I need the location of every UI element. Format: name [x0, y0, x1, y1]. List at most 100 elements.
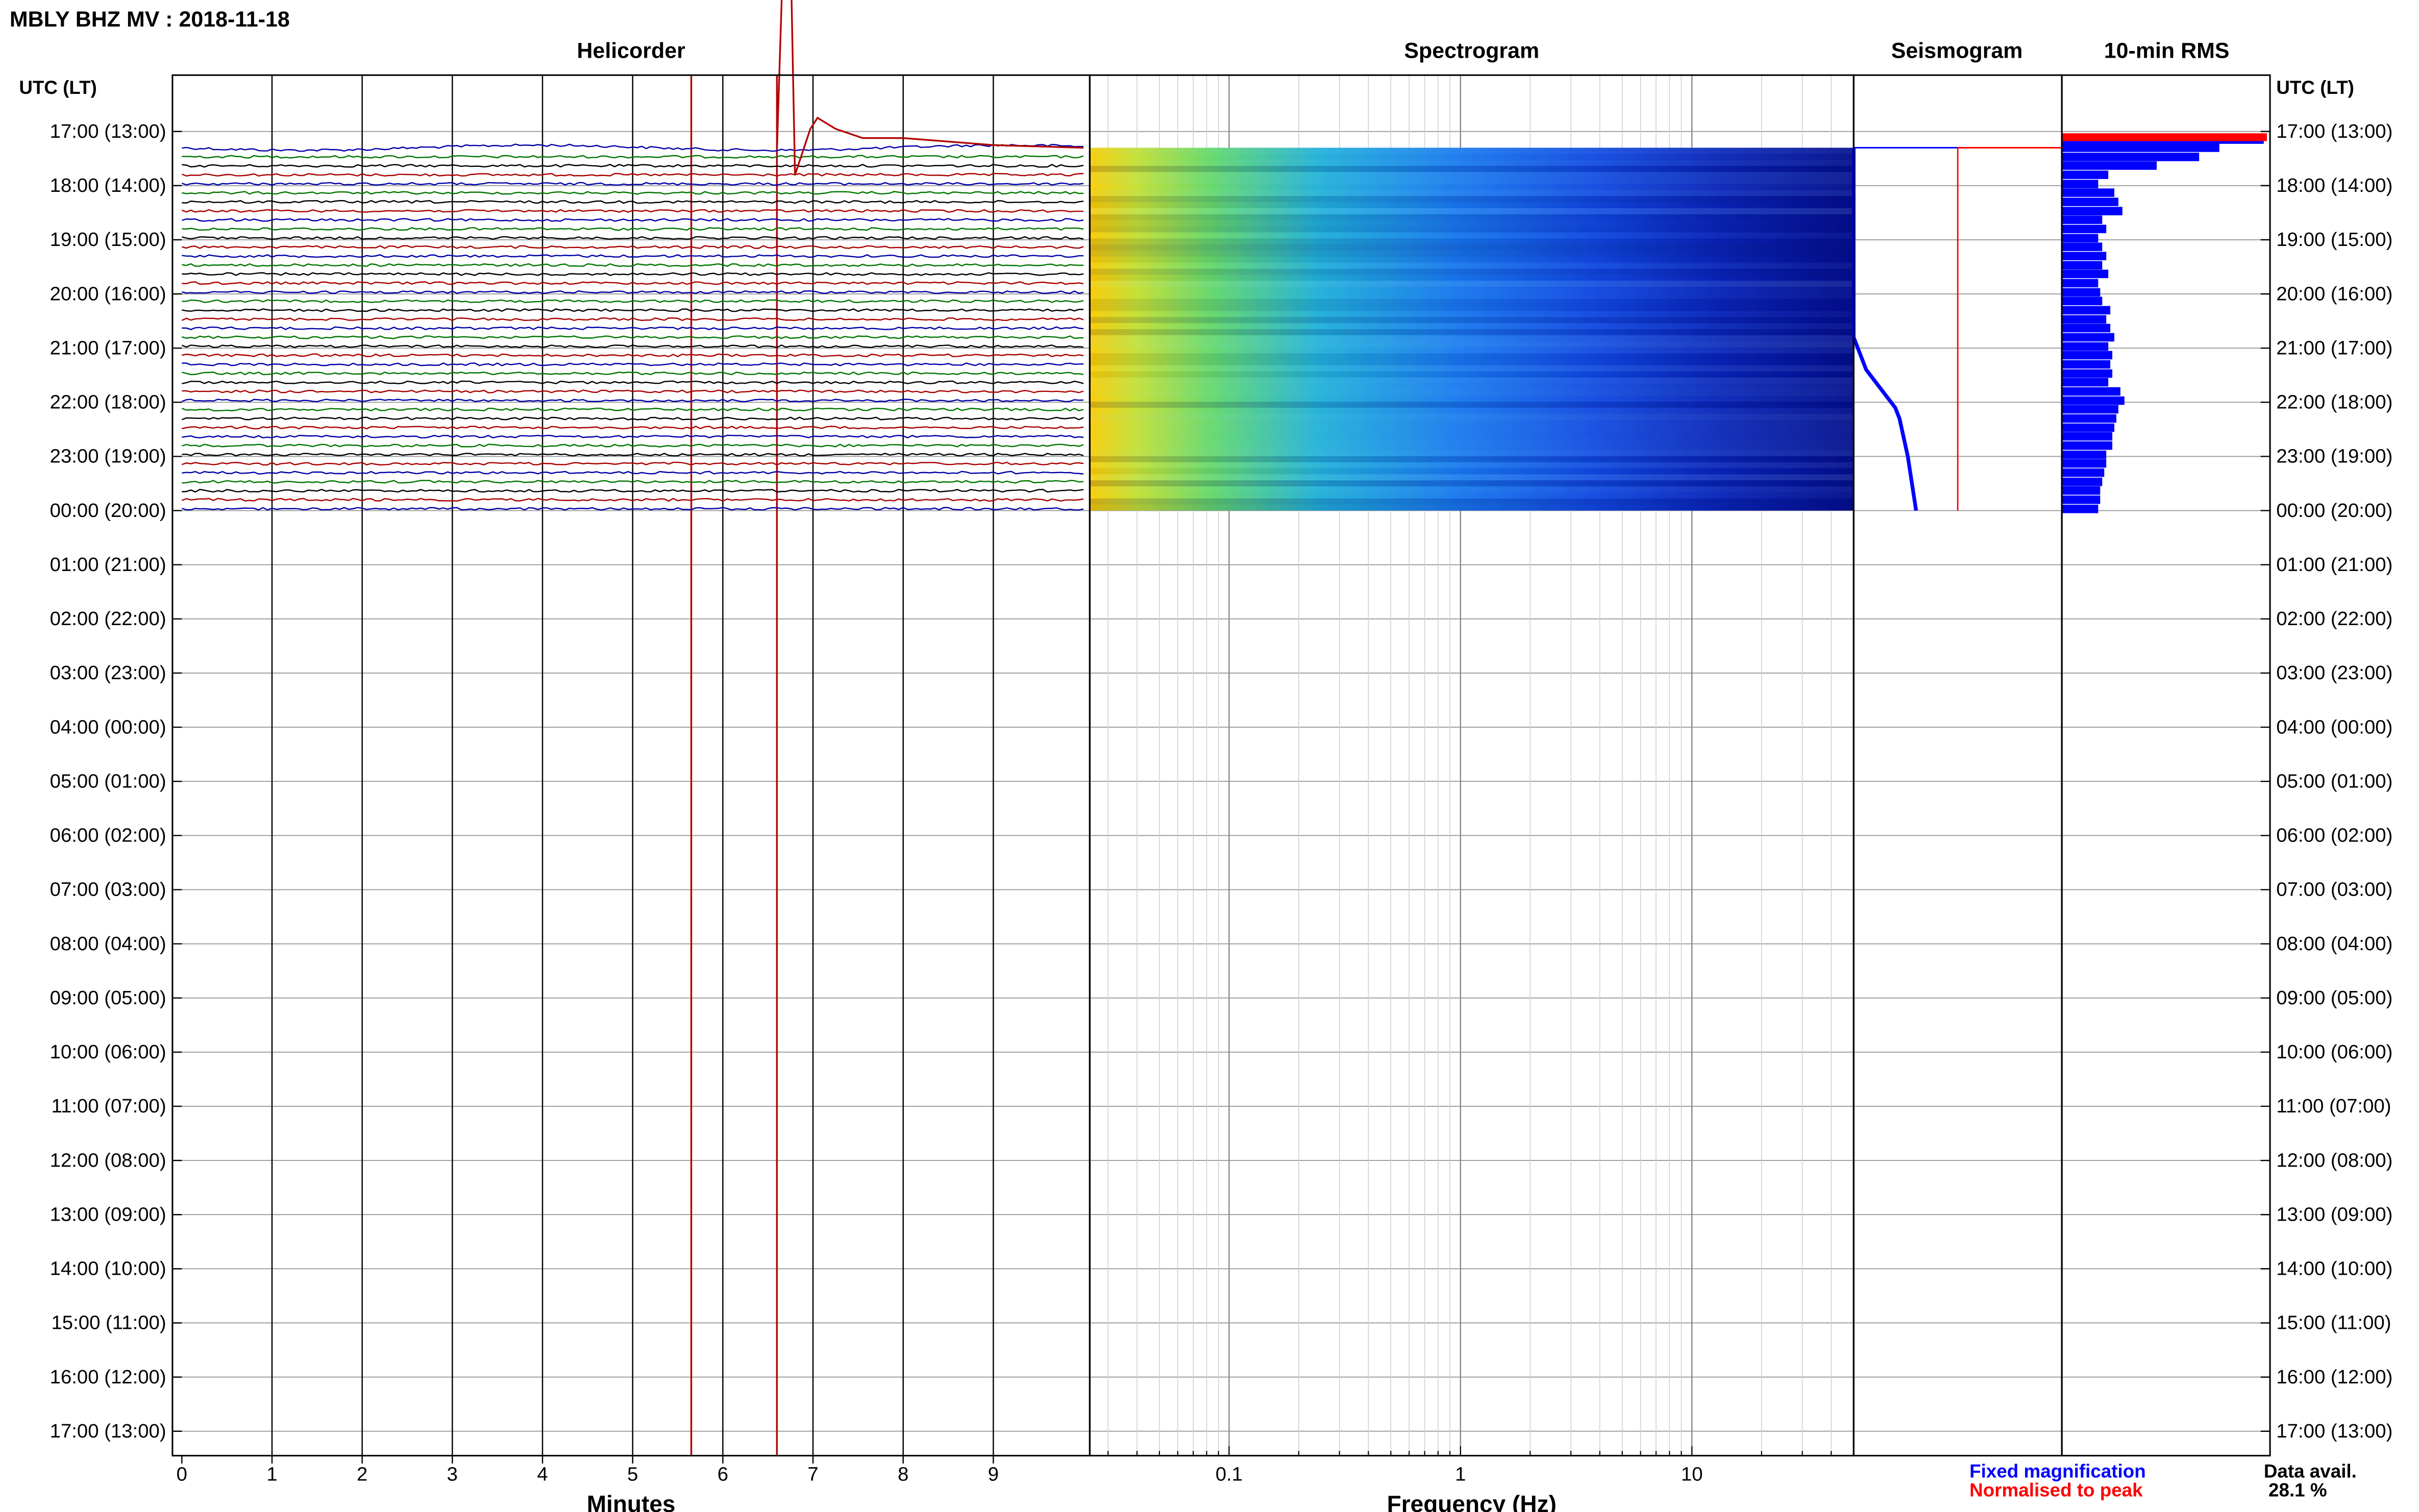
- rms-title: 10-min RMS: [2104, 38, 2230, 63]
- helicorder-trace: [182, 254, 1084, 258]
- time-tick-label-right: 23:00 (19:00): [2276, 445, 2392, 467]
- time-tick-label-left: 10:00 (06:00): [50, 1041, 166, 1063]
- spectrogram-row: [1090, 492, 1854, 499]
- time-axis-label-right: UTC (LT): [2276, 77, 2354, 98]
- time-tick-label-left: 09:00 (05:00): [50, 987, 166, 1009]
- data-avail-label: Data avail.: [2264, 1461, 2357, 1482]
- time-tick-label-right: 01:00 (21:00): [2276, 554, 2392, 576]
- spectrogram-row: [1090, 462, 1854, 468]
- helicorder-trace: [182, 272, 1084, 276]
- helicorder-trace: [182, 453, 1084, 457]
- time-tick-label-left: 21:00 (17:00): [50, 337, 166, 359]
- spectrogram-row: [1090, 268, 1854, 275]
- helicorder-trace: [182, 155, 1084, 159]
- rms-bar: [2062, 333, 2115, 342]
- spectrogram-row: [1090, 160, 1854, 166]
- time-tick-label-left: 02:00 (22:00): [50, 608, 166, 630]
- time-tick-label-right: 19:00 (15:00): [2276, 229, 2392, 251]
- spectrogram-row: [1090, 341, 1854, 348]
- time-tick-label-left: 00:00 (20:00): [50, 500, 166, 522]
- time-tick-label-left: 17:00 (13:00): [50, 120, 166, 142]
- spectrogram-row: [1090, 353, 1854, 360]
- spectrogram-row: [1090, 275, 1854, 281]
- spectrogram-row: [1090, 402, 1854, 408]
- time-tick-label-right: 17:00 (13:00): [2276, 120, 2392, 142]
- rms-bar: [2062, 261, 2103, 270]
- station-title: MBLY BHZ MV : 2018-11-18: [10, 7, 290, 32]
- time-tick-label-left: 06:00 (02:00): [50, 825, 166, 847]
- rms-bar: [2062, 188, 2115, 197]
- time-tick-label-right: 17:00 (13:00): [2276, 1420, 2392, 1442]
- helicorder-trace: [181, 218, 1084, 222]
- minute-tick-label: 4: [537, 1464, 548, 1485]
- helicorder-trace: [182, 290, 1084, 294]
- time-tick-label-right: 04:00 (00:00): [2276, 716, 2392, 738]
- spectrogram-row: [1090, 214, 1854, 220]
- spectrogram-row: [1090, 456, 1854, 462]
- rms-bar: [2062, 234, 2099, 243]
- spectrogram-row: [1090, 383, 1854, 390]
- helicorder-trace: [181, 172, 1084, 177]
- spectrogram-row: [1090, 468, 1854, 475]
- helicorder-trace: [182, 163, 1084, 168]
- time-tick-label-right: 11:00 (07:00): [2276, 1095, 2391, 1117]
- time-tick-label-right: 07:00 (03:00): [2276, 879, 2392, 901]
- spectrogram-row: [1090, 317, 1854, 324]
- helicorder-trace: [181, 182, 1084, 186]
- time-tick-label-right: 09:00 (05:00): [2276, 987, 2392, 1009]
- spectrogram-row: [1090, 444, 1854, 451]
- helicorder-trace: [182, 263, 1084, 267]
- time-tick-label-right: 12:00 (08:00): [2276, 1149, 2392, 1171]
- rms-bar: [2062, 153, 2200, 161]
- rms-bar: [2062, 315, 2107, 324]
- minute-tick-label: 9: [988, 1464, 999, 1485]
- rms-bar: [2062, 478, 2103, 486]
- spectrogram-row: [1090, 171, 1854, 178]
- minute-tick-label: 6: [718, 1464, 728, 1485]
- seismogram-title: Seismogram: [1891, 38, 2023, 63]
- time-tick-label-left: 13:00 (09:00): [50, 1203, 166, 1225]
- frequency-tick-label: 10: [1681, 1464, 1703, 1485]
- spectrogram-row: [1090, 504, 1854, 511]
- time-tick-label-right: 10:00 (06:00): [2276, 1041, 2392, 1063]
- rms-bar: [2062, 269, 2109, 279]
- rms-bar: [2062, 468, 2105, 477]
- spectrogram-row: [1090, 450, 1854, 456]
- time-tick-label-left: 01:00 (21:00): [50, 554, 166, 576]
- spectrogram-row: [1090, 498, 1854, 505]
- spectrogram-row: [1090, 299, 1854, 305]
- spectrogram-row: [1090, 256, 1854, 263]
- spectrogram-row: [1090, 262, 1854, 269]
- rms-bar: [2062, 252, 2107, 261]
- spectrogram-row: [1090, 196, 1854, 203]
- spectrogram-row: [1090, 329, 1854, 335]
- frequency-tick-label: 1: [1455, 1464, 1466, 1485]
- rms-bar: [2062, 387, 2120, 396]
- time-tick-label-right: 02:00 (22:00): [2276, 608, 2392, 630]
- spectrogram-row: [1090, 474, 1854, 481]
- helicorder-trace: [181, 498, 1084, 502]
- helicorder-trace: [182, 143, 1084, 152]
- spectrogram-row: [1090, 292, 1854, 299]
- frequency-axis-label: Frequency (Hz): [1387, 1491, 1557, 1512]
- helicorder-trace: [182, 434, 1084, 439]
- spectrogram-row: [1090, 166, 1854, 172]
- legend-normalised-to-peak: Normalised to peak: [1969, 1479, 2143, 1500]
- time-axis-label-left: UTC (LT): [19, 77, 97, 98]
- rms-bars: [2062, 133, 2267, 513]
- helicorder-trace: [182, 362, 1084, 366]
- helicorder-trace: [181, 335, 1084, 339]
- helicorder-trace: [181, 407, 1084, 412]
- rms-bar: [2062, 242, 2103, 251]
- spectrogram-row: [1090, 335, 1854, 341]
- minute-tick-label: 5: [627, 1464, 638, 1485]
- spectrogram-row: [1090, 359, 1854, 366]
- rms-bar: [2062, 351, 2113, 360]
- time-tick-label-left: 20:00 (16:00): [50, 283, 166, 305]
- helicorder-trace: [181, 507, 1084, 511]
- spectrogram-row: [1090, 432, 1854, 438]
- time-tick-label-left: 22:00 (18:00): [50, 391, 166, 413]
- rms-bar: [2062, 288, 2101, 297]
- frequency-tick-label: 0.1: [1216, 1464, 1243, 1485]
